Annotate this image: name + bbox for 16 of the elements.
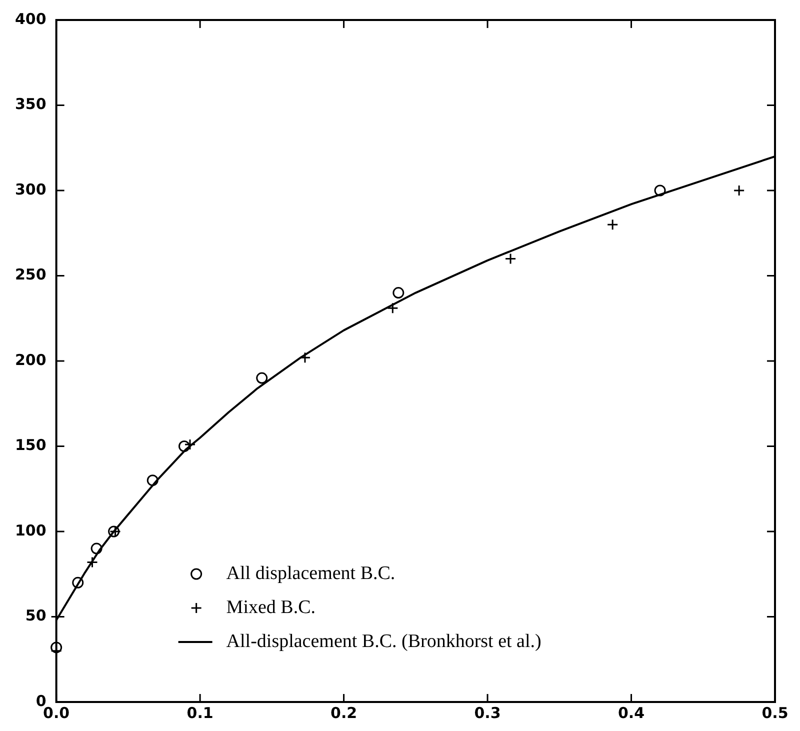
x-tick-label: 0.4 [618, 704, 645, 722]
x-tick-label: 0.5 [762, 704, 788, 722]
y-tick-label: 200 [15, 350, 46, 369]
legend-label: All-displacement B.C. (Bronkhorst et al.) [226, 630, 542, 652]
y-tick-label: 400 [15, 10, 46, 28]
x-tick-label: 0.1 [186, 704, 214, 722]
x-tick-label: 0.3 [474, 704, 501, 722]
y-tick-label: 350 [15, 95, 46, 114]
x-tick-label: 0.2 [330, 704, 358, 722]
y-tick-label: 250 [15, 266, 46, 284]
legend-label: All displacement B.C. [226, 562, 396, 584]
y-tick-label: 300 [15, 180, 46, 198]
y-tick-label: 50 [25, 606, 46, 625]
y-tick-label: 150 [15, 436, 46, 454]
y-tick-label: 100 [15, 521, 46, 540]
legend-label: Mixed B.C. [226, 596, 316, 618]
